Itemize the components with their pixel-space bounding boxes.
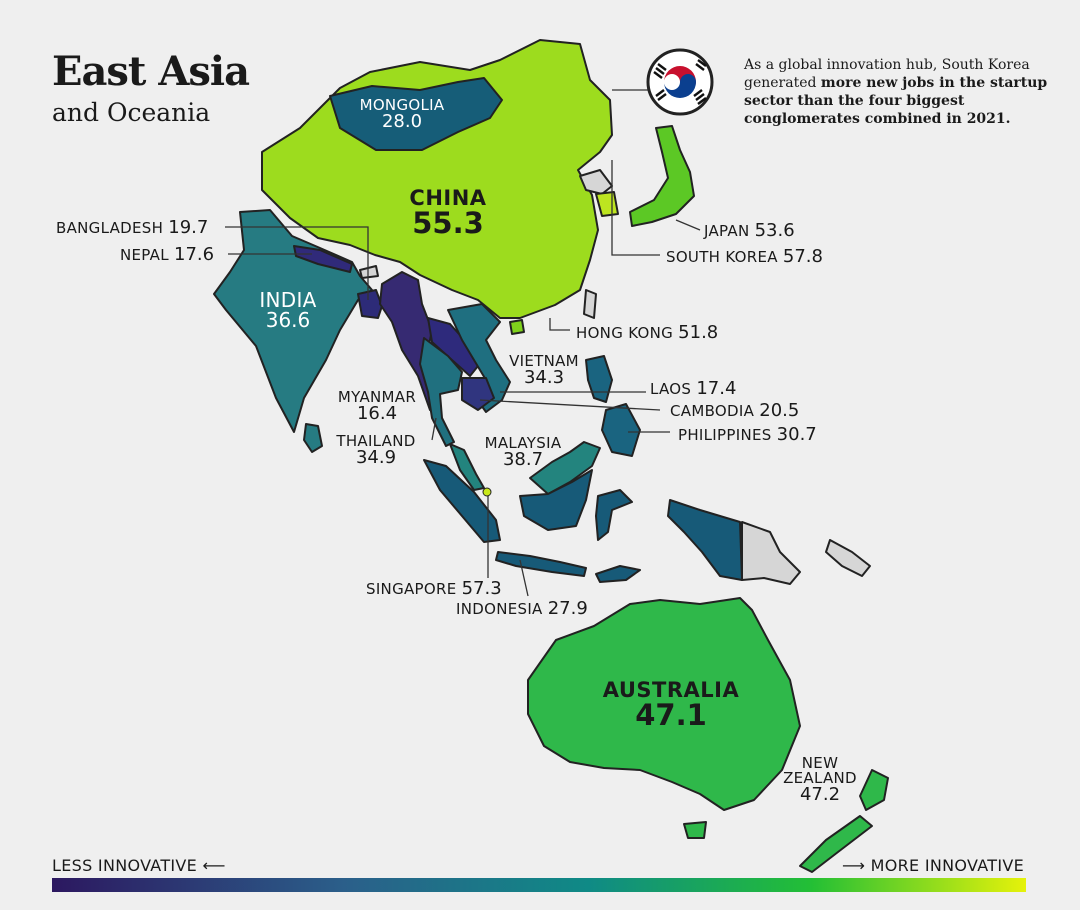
south-korea-flag-icon [646, 48, 714, 116]
country-new-zealand-south [799, 815, 873, 873]
country-cambodia [461, 377, 495, 411]
country-new-zealand-north [859, 769, 889, 811]
country-bangladesh [357, 289, 383, 319]
country-indonesia-sumatra [423, 459, 501, 543]
label-malaysia: MALAYSIA 38.7 [484, 434, 562, 470]
country-bhutan [359, 265, 379, 279]
country-indonesia-java [495, 551, 587, 577]
label-nepal: NEPAL 17.6 [120, 244, 215, 265]
label-new-zealand: NEW ZEALAND 47.2 [783, 754, 857, 805]
country-sri-lanka [303, 423, 323, 453]
country-japan [629, 125, 695, 227]
country-north-korea [579, 169, 613, 195]
label-bangladesh: BANGLADESH 19.7 [56, 217, 209, 238]
label-philippines: PHILIPPINES 30.7 [678, 424, 817, 445]
country-mongolia [329, 77, 503, 151]
country-australia-tasmania [683, 821, 707, 839]
country-laos [427, 317, 479, 377]
label-thailand: THAILAND 34.9 [336, 432, 416, 468]
legend-color-scale [52, 878, 1026, 892]
country-australia [527, 597, 801, 811]
label-south-korea: SOUTH KOREA 57.8 [666, 246, 823, 267]
label-vietnam: VIETNAM 34.3 [509, 352, 579, 388]
country-hong-kong [509, 319, 525, 335]
country-thailand [419, 337, 463, 447]
country-vietnam [447, 303, 511, 413]
country-indonesia-sulawesi [595, 489, 633, 541]
label-australia: AUSTRALIA 47.1 [602, 678, 740, 732]
country-papua-new-guinea [741, 521, 801, 585]
label-india: INDIA 36.6 [259, 288, 317, 332]
label-mongolia: MONGOLIA 28.0 [359, 96, 445, 132]
annotation-note: As a global innovation hub, South Korea … [744, 57, 1048, 127]
country-indonesia-islands [595, 565, 641, 583]
country-nepal [293, 245, 353, 273]
label-laos: LAOS 17.4 [650, 378, 737, 399]
country-indonesia-kalimantan [519, 469, 593, 531]
page-title: East Asia [52, 48, 250, 95]
label-indonesia: INDONESIA 27.9 [456, 598, 588, 619]
label-japan: JAPAN 53.6 [704, 220, 795, 241]
label-cambodia: CAMBODIA 20.5 [670, 400, 800, 421]
country-philippines-south [601, 403, 641, 457]
label-china: CHINA 55.3 [409, 186, 487, 240]
label-hong-kong: HONG KONG 51.8 [576, 322, 719, 343]
country-indonesia-papua [667, 499, 743, 581]
label-myanmar: MYANMAR 16.4 [337, 388, 417, 424]
page-subtitle: and Oceania [52, 98, 211, 127]
label-singapore: SINGAPORE 57.3 [366, 578, 502, 599]
country-solomon-islands [825, 539, 871, 577]
legend-less-innovative: LESS INNOVATIVE ⟵ [52, 856, 226, 875]
legend-more-innovative: ⟶ MORE INNOVATIVE [842, 856, 1024, 875]
country-malaysia-peninsula [449, 443, 485, 491]
country-south-korea [595, 191, 619, 217]
country-taiwan [583, 289, 597, 319]
country-philippines [585, 355, 613, 403]
